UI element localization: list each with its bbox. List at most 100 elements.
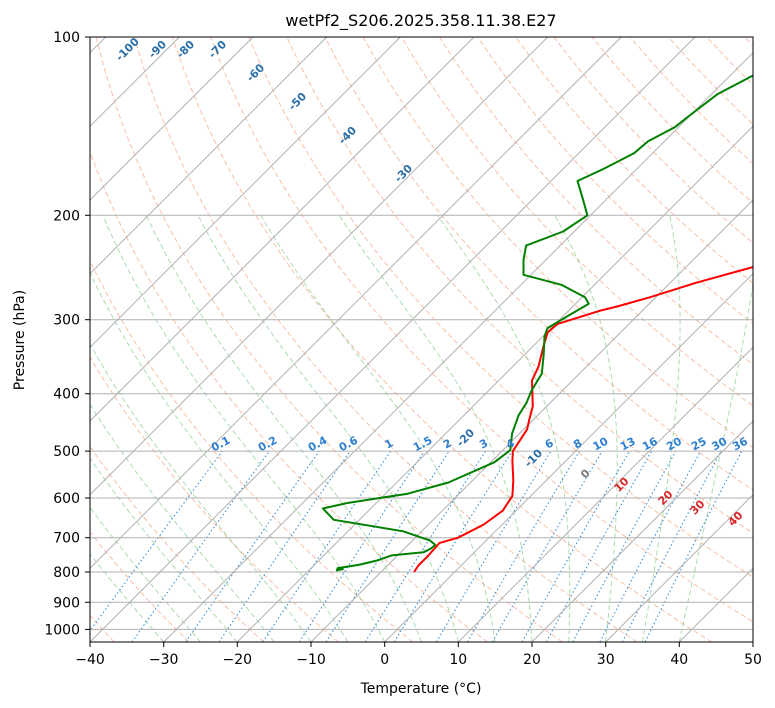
mixing-ratio-label: 2	[441, 436, 454, 451]
mixing-ratio-label: 6	[543, 436, 556, 451]
isotherm	[531, 420, 753, 642]
dry-adiabat	[248, 37, 753, 578]
background-lines	[90, 37, 753, 642]
chart-title: wetPf2_S206.2025.358.11.38.E27	[285, 11, 556, 31]
moist-adiabat	[260, 215, 496, 642]
moist-adiabat	[90, 403, 275, 642]
moist-adiabat	[338, 215, 533, 642]
y-tick-label: 200	[53, 208, 80, 224]
mixing-ratio-label: 20	[664, 435, 684, 454]
isotherm	[457, 346, 753, 642]
mixing-ratio-label: 13	[618, 435, 638, 454]
x-axis-label: Temperature (°C)	[360, 681, 482, 697]
grid-lines	[90, 37, 753, 642]
dewpoint-profile	[321, 74, 753, 572]
dry-adiabat	[591, 37, 753, 204]
dry-adiabat	[324, 37, 753, 491]
dry-adiabat	[210, 37, 753, 623]
y-tick-label: 500	[53, 444, 80, 460]
y-axis-label: Pressure (hPa)	[12, 290, 28, 390]
mixing-ratio-line	[572, 450, 677, 642]
dry-adiabat	[90, 259, 414, 642]
dry-adiabat	[553, 37, 753, 244]
y-tick-label: 800	[53, 565, 80, 581]
mixing-ratio-label: 10	[591, 435, 611, 454]
x-tick-label: 30	[597, 652, 615, 668]
isotherm-label: -40	[336, 124, 359, 147]
x-tick-label: 10	[449, 652, 467, 668]
isotherm	[752, 641, 753, 642]
y-tick-label: 400	[53, 387, 80, 403]
isotherm-label: -80	[174, 38, 197, 61]
dry-adiabat	[171, 37, 712, 642]
isotherm	[678, 567, 753, 642]
x-tick-label: 0	[380, 652, 389, 668]
mixing-ratio-line	[521, 450, 630, 642]
x-tick-label: −30	[149, 652, 179, 668]
isotherm-label: -100	[113, 35, 142, 64]
mixing-ratio-line	[298, 450, 425, 642]
mixing-ratio-line	[644, 450, 743, 642]
isotherm	[90, 37, 254, 201]
dry-adiabat	[744, 37, 753, 47]
x-tick-label: 20	[523, 652, 541, 668]
moist-adiabat	[197, 215, 459, 642]
mixing-ratio-line	[467, 450, 580, 642]
moist-adiabat	[90, 343, 312, 642]
isotherm	[90, 37, 475, 422]
isotherm	[384, 272, 753, 642]
dry-adiabat	[706, 37, 753, 86]
mixing-ratio-line	[325, 450, 450, 642]
mixing-ratio-line	[131, 450, 270, 642]
mixing-ratio-line	[545, 450, 653, 642]
isotherm-label: 0	[578, 466, 593, 481]
x-tick-label: −40	[75, 652, 105, 668]
dry-adiabat	[90, 150, 488, 642]
moist-adiabat	[90, 457, 238, 642]
mixing-ratio-label: 1	[383, 436, 396, 451]
isotherm-label: -30	[392, 162, 415, 185]
moist-adiabat	[678, 280, 753, 642]
isotherm-label: -90	[146, 38, 169, 61]
dry-adiabat	[438, 37, 753, 366]
isotherm	[90, 37, 622, 570]
y-tick-label: 600	[53, 491, 80, 507]
isotherm	[90, 37, 549, 496]
isotherm-label: -50	[286, 90, 309, 113]
mixing-ratio-line	[185, 450, 320, 642]
y-tick-label: 1000	[44, 622, 80, 638]
plot-frame	[89, 36, 754, 643]
mixing-ratio-line	[599, 450, 701, 642]
isotherm	[310, 199, 753, 642]
mixing-ratio-label: 16	[640, 435, 660, 454]
mixing-ratio-line	[621, 450, 722, 642]
moist-adiabat	[90, 553, 165, 642]
dry-adiabat	[95, 37, 563, 642]
x-tick-label: −10	[296, 652, 326, 668]
moist-adiabat	[642, 215, 681, 642]
isotherm-label: 30	[688, 497, 708, 517]
mixing-ratio-line	[90, 450, 223, 632]
isotherm-label: 20	[656, 488, 676, 508]
y-tick-label: 900	[53, 595, 80, 611]
y-tick-label: 700	[53, 531, 80, 547]
x-tick-label: 40	[670, 652, 688, 668]
dry-adiabat	[668, 37, 753, 125]
x-tick-label: −20	[223, 652, 253, 668]
x-axis: −40 −30 −20 −10 0 10 20 30 40 50	[75, 642, 762, 668]
isotherm-label: -70	[206, 38, 229, 61]
mixing-ratio-label: 3	[477, 436, 490, 451]
mixing-ratio-line	[218, 450, 351, 642]
isotherm	[90, 37, 401, 349]
profile-lines	[321, 74, 753, 573]
moist-adiabat	[554, 215, 618, 642]
isotherm	[90, 37, 328, 275]
dry-adiabat	[400, 37, 753, 407]
isotherm-label: -60	[244, 61, 267, 84]
y-tick-label: 100	[53, 30, 80, 46]
mixing-ratio-line	[393, 450, 513, 642]
isotherm	[90, 37, 696, 642]
isotherm	[163, 51, 753, 642]
